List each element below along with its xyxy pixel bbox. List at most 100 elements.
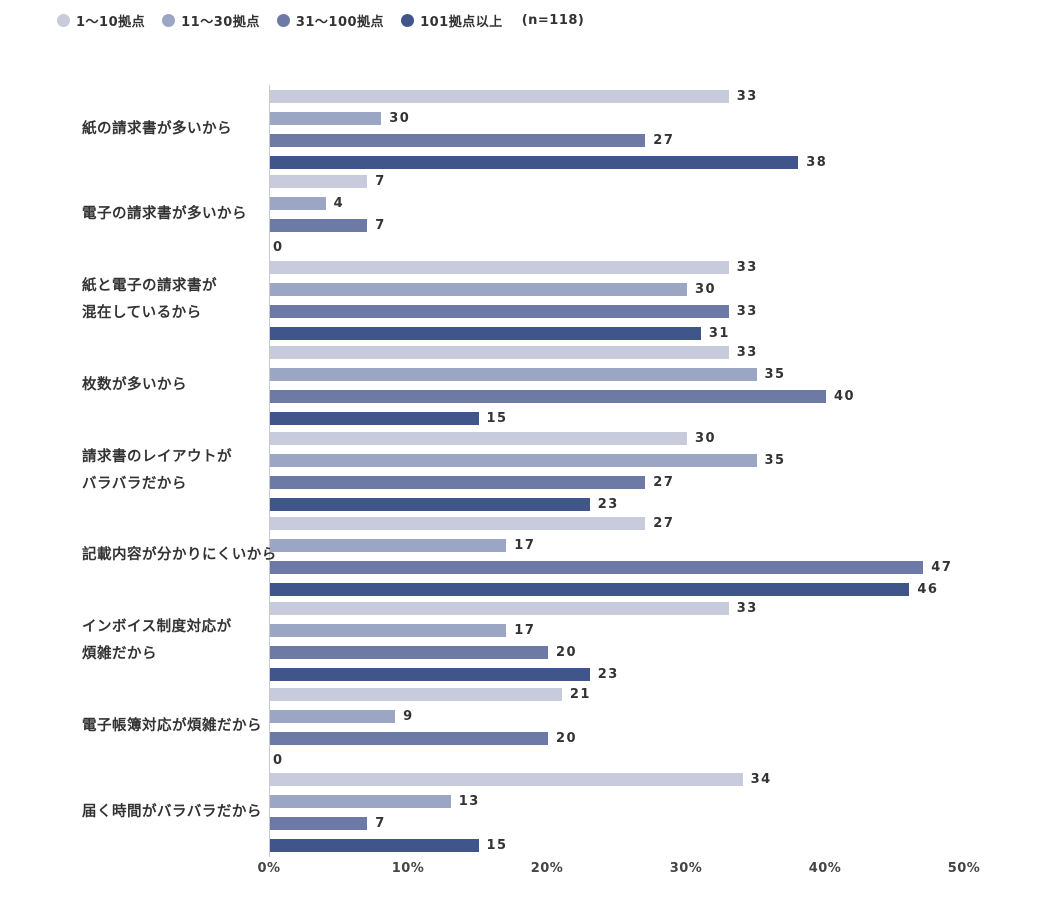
bar-series-1: [270, 90, 729, 103]
category-label: 電子帳簿対応が煩雑だから: [82, 683, 262, 771]
chart-group: 記載内容が分かりにくいから 27 17 47 46: [0, 512, 1041, 597]
bar-series-1: [270, 516, 646, 530]
category-label: 請求書のレイアウトが バラバラだから: [82, 427, 232, 515]
chart-group: 紙の請求書が多いから 33 30 27 38: [0, 85, 1041, 170]
chart-group: 電子の請求書が多いから 7 4 7 0: [0, 170, 1041, 255]
category-label-line: 記載内容が分かりにくいから: [82, 547, 277, 564]
bar-series-2: [270, 624, 507, 638]
bar-value-label: 33: [736, 89, 758, 104]
bar-value-label: 7: [375, 174, 386, 190]
y-axis-line: [269, 85, 270, 857]
bar-series-2: [270, 368, 757, 382]
legend-label: 1〜10拠点: [76, 15, 146, 30]
category-label-line: バラバラだから: [82, 475, 187, 492]
x-axis-tick: 40%: [808, 861, 842, 876]
bar-row: 30: [270, 112, 410, 125]
bar-series-1: [270, 346, 729, 360]
bar-series-3: [270, 646, 548, 660]
bar-series-1: [270, 687, 562, 701]
bar-value-label: 17: [514, 537, 536, 553]
sample-size-label: (n=118): [521, 13, 585, 28]
bar-value-label: 15: [486, 411, 508, 427]
bar-value-label: 7: [375, 218, 386, 234]
bar-value-label: 15: [486, 838, 508, 854]
category-label: 記載内容が分かりにくいから: [82, 512, 277, 600]
bar-row: 35: [270, 367, 786, 383]
bar-series-4: [270, 582, 910, 596]
bar-value-label: 21: [569, 686, 591, 702]
chart-group: 紙と電子の請求書が 混在しているから 33 30 33 31: [0, 256, 1041, 341]
bar-row: 33: [270, 90, 758, 103]
x-axis-tick: 10%: [391, 861, 425, 876]
bar-chart: 紙の請求書が多いから 33 30 27 38 電子の請求書が多いから 7 4 7 0 紙と電子の請求…: [0, 85, 1041, 885]
x-axis-tick: 20%: [530, 861, 564, 876]
bar-row: 46: [270, 581, 939, 597]
bar-row: 21: [270, 686, 591, 702]
bar-value-label: 20: [556, 730, 578, 746]
bar-value-label: 35: [764, 367, 786, 383]
bar-series-2: [270, 795, 451, 809]
bar-row: 23: [270, 496, 619, 512]
chart-groups: 紙の請求書が多いから 33 30 27 38 電子の請求書が多いから 7 4 7 0 紙と電子の請求…: [0, 85, 1041, 854]
bar-value-label: 27: [653, 515, 675, 531]
legend-item-101-plus: 101拠点以上: [401, 11, 503, 30]
category-label-line: 電子帳簿対応が煩雑だから: [82, 718, 262, 735]
bar-value-label: 0: [273, 752, 284, 768]
x-axis-tick: 50%: [947, 861, 981, 876]
bar-row: 38: [270, 156, 827, 169]
bar-series-4: [270, 156, 799, 169]
legend-label: 11〜30拠点: [181, 15, 260, 30]
bar-value-label: 35: [764, 452, 786, 468]
bar-value-label: 33: [736, 345, 758, 361]
bar-series-4: [270, 326, 701, 340]
category-label-line: 届く時間がバラバラだから: [82, 803, 262, 820]
bar-value-label: 7: [375, 816, 386, 832]
bar-series-2: [270, 197, 326, 211]
bar-series-1: [270, 602, 729, 616]
category-label: 枚数が多いから: [82, 341, 187, 429]
bar-series-3: [270, 219, 368, 233]
category-label-line: 混在しているから: [82, 304, 202, 321]
legend-label: 101拠点以上: [420, 15, 503, 30]
bar-value-label: 47: [931, 559, 953, 575]
bar-series-1: [270, 773, 743, 787]
chart-group: 電子帳簿対応が煩雑だから 21 9 20 0: [0, 683, 1041, 768]
bar-series-3: [270, 304, 729, 318]
legend-dot-icon: [276, 14, 290, 27]
category-label-line: 枚数が多いから: [82, 376, 187, 393]
bar-value-label: 9: [403, 708, 414, 724]
bar-row: 0: [270, 241, 284, 254]
legend-dot-icon: [162, 14, 176, 27]
bar-series-3: [270, 817, 368, 831]
x-axis-tick: 30%: [669, 861, 703, 876]
bar-value-label: 23: [597, 667, 619, 683]
category-label-line: 請求書のレイアウトが: [82, 448, 232, 465]
bar-series-3: [270, 475, 646, 489]
category-label: 電子の請求書が多いから: [82, 170, 247, 258]
bar-row: 33: [270, 601, 758, 617]
bar-row: 9: [270, 708, 414, 724]
bar-series-4: [270, 497, 590, 511]
bar-series-1: [270, 175, 368, 189]
bar-row: 31: [270, 325, 730, 341]
legend-item-1-10: 1〜10拠点: [57, 11, 145, 30]
bar-value-label: 46: [917, 581, 939, 597]
bar-series-2: [270, 538, 507, 552]
category-label-line: 煩雑だから: [82, 646, 157, 663]
bar-value-label: 33: [736, 601, 758, 617]
bar-series-4: [270, 412, 479, 426]
bar-row: 40: [270, 389, 856, 405]
bar-row: 7: [270, 816, 386, 832]
bar-value-label: 30: [695, 281, 717, 297]
bar-value-label: 31: [708, 325, 730, 341]
bar-row: 23: [270, 667, 619, 683]
bar-row: 33: [270, 304, 758, 318]
bar-row: 33: [270, 260, 758, 274]
bar-series-2: [270, 453, 757, 467]
bar-value-label: 23: [597, 496, 619, 512]
bar-series-2: [270, 112, 382, 125]
bar-row: 17: [270, 624, 535, 638]
bar-value-label: 40: [834, 389, 856, 405]
bar-row: 15: [270, 838, 508, 854]
chart-group: 請求書のレイアウトが バラバラだから 30 35 27 23: [0, 427, 1041, 512]
